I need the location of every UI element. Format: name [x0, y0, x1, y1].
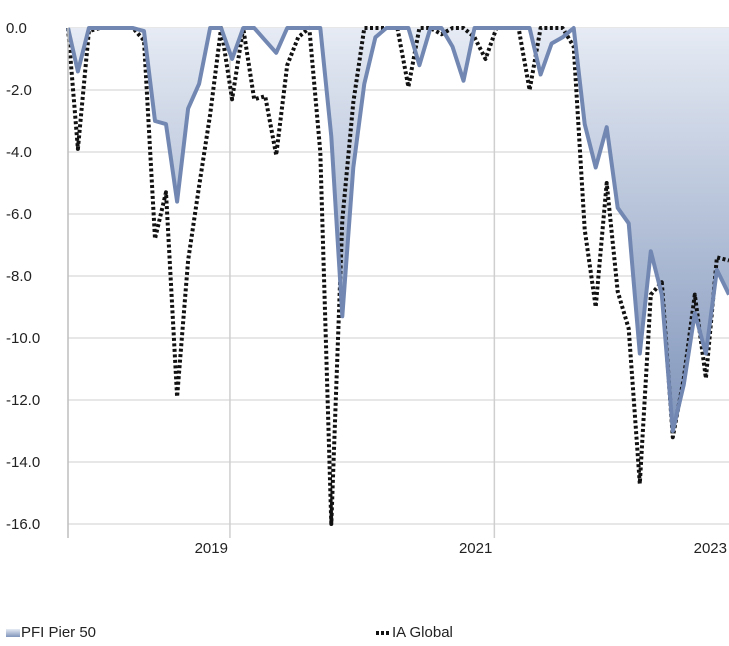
y-tick-label: -16.0 — [6, 516, 40, 533]
axes: 0.0 -2.0 -4.0 -6.0 -8.0 -10.0 -12.0 -14.0 -16.0 2… — [6, 20, 727, 557]
legend-swatch-area — [6, 628, 20, 637]
legend-label: PFI Pier 50 — [21, 624, 97, 641]
x-tick-label: 2021 — [459, 540, 492, 557]
legend-label: IA Global — [392, 624, 453, 641]
y-tick-label: -10.0 — [6, 330, 40, 347]
y-tick-label: -12.0 — [6, 392, 40, 409]
legend-item-pfi: PFI Pier 50 — [6, 624, 96, 641]
y-tick-label: -6.0 — [6, 206, 32, 223]
x-tick-label: 2019 — [195, 540, 228, 557]
legend-swatch-dotted — [376, 630, 390, 635]
y-tick-label: 0.0 — [6, 20, 27, 37]
line-layer — [66, 26, 729, 526]
y-tick-label: -8.0 — [6, 268, 32, 285]
area-layer — [68, 28, 729, 431]
x-tick-label: 2023 — [694, 540, 727, 557]
y-tick-label: -4.0 — [6, 144, 32, 161]
line-ia-global — [66, 26, 729, 526]
y-tick-label: -14.0 — [6, 454, 40, 471]
area-fill-pfi — [68, 28, 729, 431]
legend-item-ia: IA Global — [376, 624, 453, 641]
y-tick-label: -2.0 — [6, 82, 32, 99]
line-pfi-pier-50 — [66, 26, 729, 433]
